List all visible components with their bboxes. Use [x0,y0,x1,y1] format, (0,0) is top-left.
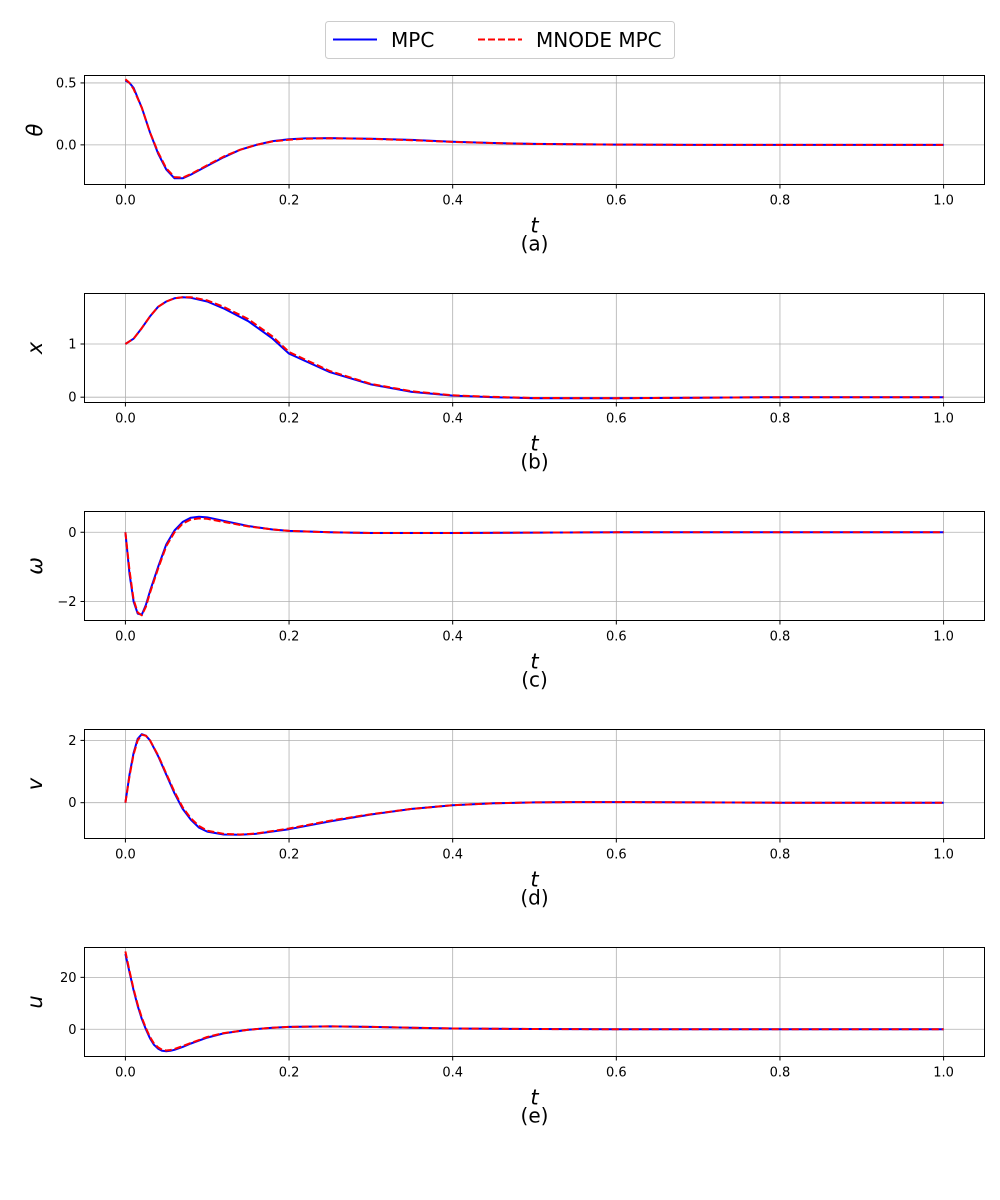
x-tick-label-u: 0.8 [770,1066,791,1081]
x-tick-label-x: 0.2 [279,412,300,427]
y-tick-label-v: 2 [68,734,76,749]
x-tick-label-theta: 1.0 [933,194,954,209]
series-line-mnode-mpc-u [124,951,944,1052]
x-tick-label-u: 0.6 [606,1066,627,1081]
y-axis-label-v: v [23,777,47,790]
y-tick-label-u: 20 [60,971,77,986]
x-axis-label-omega: t [530,650,539,674]
x-axis-label-v: t [530,868,539,892]
y-tick-label-omega: −2 [57,595,76,610]
y-axis-label-theta: θ [23,123,47,136]
x-axis-label-theta: t [530,214,539,238]
x-tick-label-x: 0.0 [115,412,136,427]
axes-frame-v [84,729,985,839]
x-tick-label-theta: 0.2 [279,194,300,209]
y-tick-label-x: 1 [68,338,76,353]
x-tick-label-u: 1.0 [933,1066,954,1081]
x-axis-label-u: t [530,1086,539,1110]
panel-omega: 0.0 0.2 0.4 0.6 0.8 1.0 0 −2 t ω (c) [23,511,985,692]
x-tick-label-theta: 0.8 [770,194,791,209]
axes-frame-x [84,293,985,403]
x-tick-label-theta: 0.0 [115,194,136,209]
y-tick-label-u: 0 [68,1023,76,1038]
x-tick-label-u: 0.4 [442,1066,463,1081]
panel-caption-u: (e) [521,1104,549,1128]
x-tick-label-omega: 1.0 [933,630,954,645]
y-tick-label-theta: 0.5 [56,76,77,91]
x-tick-label-x: 0.6 [606,412,627,427]
series-line-mnode-mpc-v [124,733,944,836]
panel-caption-omega: (c) [521,668,548,692]
legend-label-mnode-mpc: MNODE MPC [536,28,662,52]
axes-frame-u [84,947,985,1057]
series-line-mnode-mpc-omega [124,517,944,617]
y-tick-label-omega: 0 [68,526,76,541]
series-line-mpc-u [124,953,944,1053]
panel-u: 0.0 0.2 0.4 0.6 0.8 1.0 20 0 t u (e) [23,947,985,1128]
x-tick-label-v: 0.0 [115,848,136,863]
x-tick-label-omega: 0.6 [606,630,627,645]
legend: MPC MNODE MPC [325,21,675,59]
x-tick-label-x: 0.4 [442,412,463,427]
x-tick-label-omega: 0.0 [115,630,136,645]
panel-caption-theta: (a) [521,232,549,256]
x-axis-label-x: t [530,432,539,456]
y-tick-label-theta: 0.0 [56,138,77,153]
panel-v: 0.0 0.2 0.4 0.6 0.8 1.0 2 0 t v (d) [23,729,985,910]
x-tick-label-omega: 0.2 [279,630,300,645]
series-line-mpc-x [124,296,944,400]
y-tick-label-v: 0 [68,796,76,811]
x-tick-label-x: 1.0 [933,412,954,427]
y-axis-label-omega: ω [23,557,47,575]
y-axis-label-x: x [23,341,47,355]
x-tick-label-x: 0.8 [770,412,791,427]
axes-frame-omega [84,511,985,621]
x-tick-label-v: 0.8 [770,848,791,863]
panel-caption-v: (d) [520,886,548,910]
x-tick-label-omega: 0.4 [442,630,463,645]
series-line-mnode-mpc-x [124,296,944,400]
x-tick-label-omega: 0.8 [770,630,791,645]
x-tick-label-theta: 0.6 [606,194,627,209]
y-tick-label-x: 0 [68,391,76,406]
x-tick-label-v: 1.0 [933,848,954,863]
x-tick-label-v: 0.6 [606,848,627,863]
x-tick-label-v: 0.2 [279,848,300,863]
legend-label-mpc: MPC [391,28,434,52]
series-line-mnode-mpc-theta [124,78,944,179]
x-tick-label-u: 0.0 [115,1066,136,1081]
axes-frame-theta [84,75,985,185]
x-tick-label-u: 0.2 [279,1066,300,1081]
panel-theta: 0.0 0.2 0.4 0.6 0.8 1.0 0.5 0.0 t θ (a) [23,75,985,256]
x-tick-label-v: 0.4 [442,848,463,863]
series-line-mpc-v [124,733,944,836]
y-axis-label-u: u [23,995,47,1008]
series-line-mpc-theta [124,79,944,180]
panel-caption-x: (b) [520,450,548,474]
x-tick-label-theta: 0.4 [442,194,463,209]
panel-x: 0.0 0.2 0.4 0.6 0.8 1.0 1 0 t x (b) [23,293,985,474]
series-line-mpc-omega [124,515,944,616]
